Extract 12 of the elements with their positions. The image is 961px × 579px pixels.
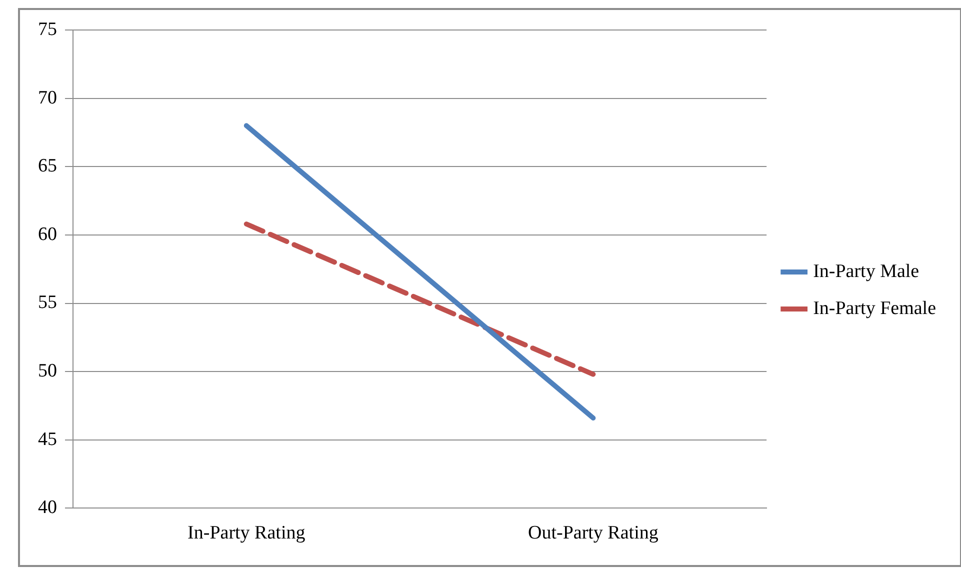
y-tick-label: 55 <box>38 292 57 314</box>
x-tick-label: In-Party Rating <box>188 522 306 544</box>
x-tick-label: Out-Party Rating <box>528 522 659 544</box>
y-tick-label: 65 <box>38 156 57 177</box>
legend-label: In-Party Female <box>813 298 936 319</box>
y-tick-label: 70 <box>38 87 57 108</box>
y-tick-label: 40 <box>38 497 57 518</box>
y-tick-label: 75 <box>38 18 57 40</box>
y-tick-label: 50 <box>38 360 57 382</box>
y-tick-label: 60 <box>38 224 57 245</box>
y-tick-label: 45 <box>38 428 57 450</box>
legend-label: In-Party Male <box>813 260 920 282</box>
